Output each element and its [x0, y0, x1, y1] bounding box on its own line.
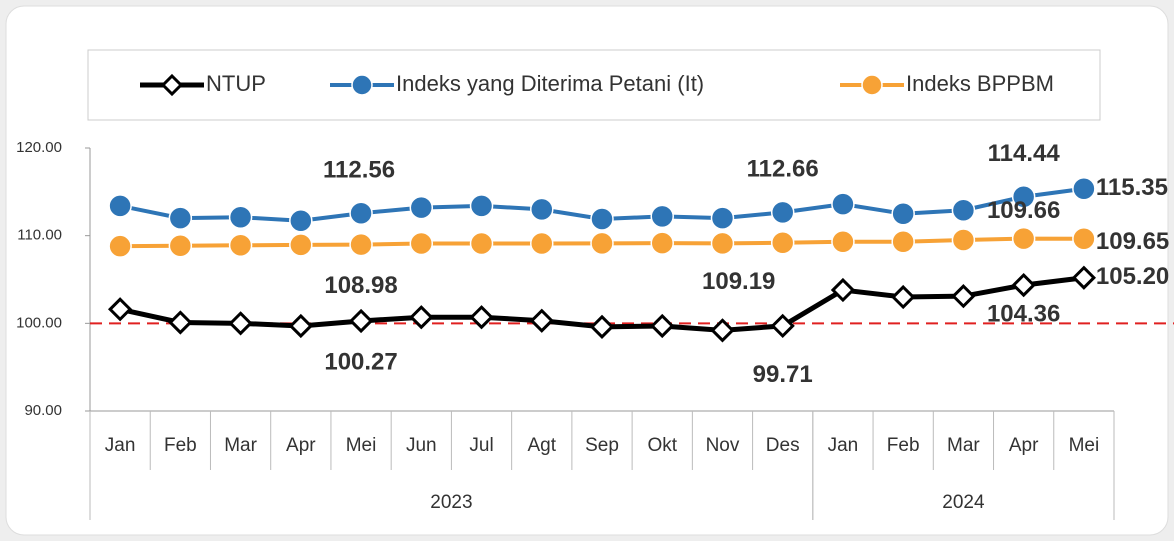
x-tick-label: Feb	[887, 435, 920, 456]
x-tick-label: Okt	[647, 435, 677, 456]
marker	[831, 192, 855, 216]
x-tick-label: Apr	[1009, 435, 1039, 456]
x-tick-label: Mei	[1069, 435, 1100, 456]
marker	[650, 313, 675, 339]
marker	[530, 197, 554, 222]
group-label: 2024	[942, 492, 985, 513]
marker	[710, 318, 735, 343]
y-tick-label: 90.00	[24, 402, 62, 419]
marker	[951, 284, 976, 309]
marker	[1072, 177, 1096, 201]
marker	[469, 194, 494, 218]
marker	[160, 73, 184, 97]
marker	[108, 194, 132, 218]
marker	[891, 284, 916, 310]
marker	[770, 200, 795, 225]
legend-label: NTUP	[206, 71, 266, 96]
x-tick-label: Des	[766, 435, 800, 456]
marker	[830, 277, 856, 303]
data-label: 105.20	[1096, 263, 1169, 290]
marker	[891, 230, 915, 254]
x-tick-label: Jan	[105, 435, 136, 456]
x-tick-label: Nov	[706, 435, 740, 456]
marker	[289, 233, 313, 257]
data-label: 115.35	[1096, 174, 1168, 201]
x-tick-label: Jan	[828, 435, 859, 456]
marker	[770, 231, 795, 255]
data-label: 108.98	[324, 272, 397, 299]
marker	[289, 209, 313, 233]
data-label: 109.65	[1096, 228, 1169, 255]
group-label: 2023	[430, 492, 472, 513]
marker	[349, 201, 373, 225]
marker	[1011, 226, 1036, 251]
marker	[409, 231, 434, 256]
x-tick-label: Jun	[406, 435, 437, 456]
marker	[861, 74, 883, 96]
x-tick-label: Mar	[947, 435, 980, 456]
x-tick-label: Agt	[527, 435, 556, 456]
marker	[228, 233, 253, 258]
data-label: 112.56	[323, 157, 395, 184]
data-label: 112.66	[747, 156, 819, 183]
marker	[770, 313, 795, 338]
marker	[589, 314, 615, 339]
marker	[349, 232, 373, 257]
marker	[1071, 265, 1097, 290]
marker	[168, 233, 193, 258]
data-label: 104.36	[987, 300, 1060, 327]
marker	[288, 313, 313, 339]
x-tick-label: Apr	[286, 435, 316, 456]
y-tick-label: 100.00	[16, 314, 62, 331]
marker	[351, 74, 373, 96]
marker	[1072, 226, 1096, 251]
legend-label: Indeks BPPBM	[906, 71, 1054, 96]
data-label: 99.71	[753, 361, 813, 388]
y-tick-label: 110.00	[17, 227, 62, 244]
marker	[710, 206, 735, 230]
x-tick-label: Mei	[346, 435, 377, 456]
marker	[228, 311, 253, 336]
marker	[650, 204, 674, 229]
marker	[529, 308, 554, 333]
marker	[530, 231, 554, 256]
marker	[590, 231, 614, 256]
legend-label: Indeks yang Diterima Petani (It)	[396, 71, 704, 96]
marker	[710, 231, 735, 256]
x-tick-label: Mar	[224, 435, 257, 456]
x-tick-label: Jul	[469, 435, 493, 456]
card	[5, 5, 1169, 536]
legend-box	[87, 49, 1101, 121]
marker	[228, 205, 253, 230]
marker	[168, 310, 193, 335]
marker	[831, 230, 855, 254]
y-tick-label: 120.00	[16, 139, 62, 156]
marker	[650, 231, 674, 255]
marker	[590, 207, 614, 231]
marker	[107, 297, 133, 322]
data-label: 100.27	[324, 348, 397, 375]
marker	[108, 234, 132, 258]
marker	[409, 195, 434, 220]
data-label: 114.44	[988, 140, 1061, 167]
marker	[469, 231, 494, 256]
x-tick-label: Feb	[164, 435, 197, 456]
marker	[168, 206, 193, 230]
data-label: 109.66	[987, 197, 1060, 224]
marker	[1011, 184, 1036, 209]
marker	[1011, 272, 1036, 298]
marker	[891, 202, 915, 226]
marker	[409, 305, 434, 330]
x-tick-label: Sep	[585, 435, 619, 456]
data-label: 109.19	[702, 268, 775, 295]
marker	[951, 228, 976, 252]
marker	[348, 308, 374, 334]
marker	[951, 198, 976, 222]
marker	[469, 305, 494, 330]
